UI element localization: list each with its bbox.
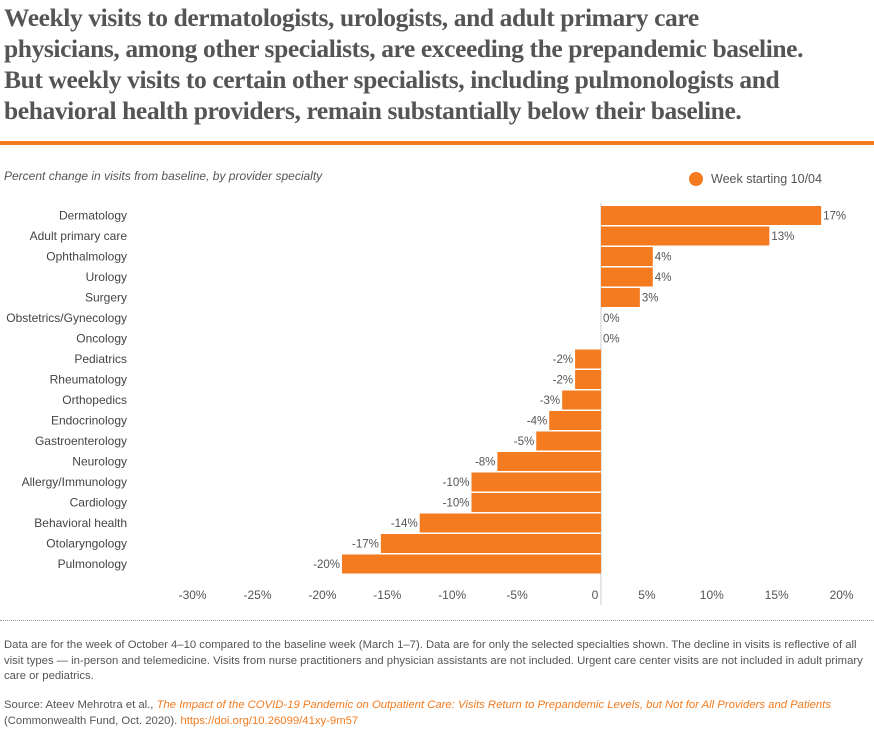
x-tick-label: -20%: [308, 588, 336, 602]
data-label: -10%: [443, 498, 470, 510]
data-label: 17%: [823, 211, 846, 223]
category-label: Oncology: [76, 332, 127, 346]
source-title-link[interactable]: The Impact of the COVID-19 Pandemic on O…: [156, 699, 831, 711]
title-line: But weekly visits to certain other speci…: [4, 65, 780, 94]
bar: [497, 452, 601, 471]
bar: [342, 554, 601, 574]
data-label: 4%: [655, 272, 672, 284]
bar: [536, 431, 601, 451]
legend-swatch: [689, 172, 703, 186]
category-label: Dermatology: [59, 209, 127, 223]
x-tick-label: -25%: [243, 588, 271, 602]
bar: [601, 288, 640, 307]
bar: [601, 206, 822, 225]
x-tick-label: -15%: [373, 588, 401, 602]
bar: [471, 472, 601, 492]
data-label: -3%: [540, 395, 560, 407]
category-label: Urology: [86, 270, 127, 284]
x-tick-label: 10%: [700, 588, 724, 602]
category-label: Adult primary care: [30, 229, 128, 243]
legend: Week starting 10/04: [689, 172, 822, 186]
title-line: Weekly visits to dermatologists, urologi…: [4, 3, 699, 32]
source: Source: Ateev Mehrotra et al., The Impac…: [4, 698, 864, 729]
category-label: Endocrinology: [51, 414, 127, 428]
x-tick-label: 15%: [765, 588, 789, 602]
data-label: -5%: [514, 436, 534, 448]
title-line: behavioral health providers, remain subs…: [4, 96, 742, 125]
bar: [562, 390, 601, 410]
category-label: Pulmonology: [58, 557, 127, 571]
data-label: 4%: [655, 252, 672, 264]
bar: [601, 267, 653, 287]
x-tick-label: 5%: [638, 588, 656, 602]
bar: [575, 370, 601, 389]
category-label: Orthopedics: [62, 393, 127, 407]
bar: [601, 247, 653, 266]
x-tick-label: -30%: [179, 588, 207, 602]
category-label: Rheumatology: [50, 373, 127, 387]
category-label: Cardiology: [70, 496, 127, 510]
data-label: 13%: [771, 231, 794, 243]
bar: [380, 534, 601, 553]
category-label: Pediatrics: [74, 352, 127, 366]
bar: [575, 349, 601, 369]
bar: [419, 513, 601, 533]
data-label: 0%: [603, 313, 620, 325]
data-label: -2%: [553, 354, 573, 366]
data-label: 3%: [642, 293, 659, 305]
data-label: -10%: [443, 477, 470, 489]
bar: [549, 411, 601, 430]
x-tick-label: -5%: [506, 588, 528, 602]
notes: Data are for the week of October 4–10 co…: [4, 639, 863, 682]
category-label: Obstetrics/Gynecology: [6, 311, 127, 325]
bar-chart: Dermatology 17% Adult primary care 13% Ophth…: [6, 203, 854, 605]
source-middle: (Commonwealth Fund, Oct. 2020).: [4, 714, 181, 727]
category-label: Surgery: [85, 291, 127, 305]
data-label: -4%: [527, 416, 547, 428]
x-tick-label: 0: [592, 588, 599, 602]
divider: [0, 620, 874, 621]
data-label: -20%: [313, 559, 340, 571]
data-label: 0%: [603, 334, 620, 346]
title-line: physicians, among other specialists, are…: [4, 34, 804, 63]
category-label: Ophthalmology: [46, 250, 127, 264]
title-rule: [0, 141, 874, 145]
doi-link[interactable]: https://doi.org/10.26099/41xy-9m57: [180, 714, 359, 727]
data-label: -2%: [553, 375, 573, 387]
x-tick-label: 20%: [830, 588, 854, 602]
category-label: Allergy/Immunology: [22, 475, 127, 489]
category-label: Behavioral health: [34, 516, 127, 530]
chart-subtitle: Percent change in visits from baseline, …: [4, 169, 323, 183]
data-label: -17%: [352, 539, 379, 551]
x-tick-label: -10%: [438, 588, 466, 602]
data-label: -14%: [391, 518, 418, 530]
legend-label: Week starting 10/04: [711, 172, 822, 186]
chart-title: Weekly visits to dermatologists, urologi…: [4, 2, 874, 126]
category-label: Otolaryngology: [46, 537, 127, 551]
category-label: Gastroenterology: [35, 434, 127, 448]
bar: [601, 226, 770, 246]
source-prefix: Source: Ateev Mehrotra et al.,: [4, 699, 157, 711]
bar: [471, 493, 601, 512]
category-label: Neurology: [72, 455, 127, 469]
data-label: -8%: [475, 457, 495, 469]
